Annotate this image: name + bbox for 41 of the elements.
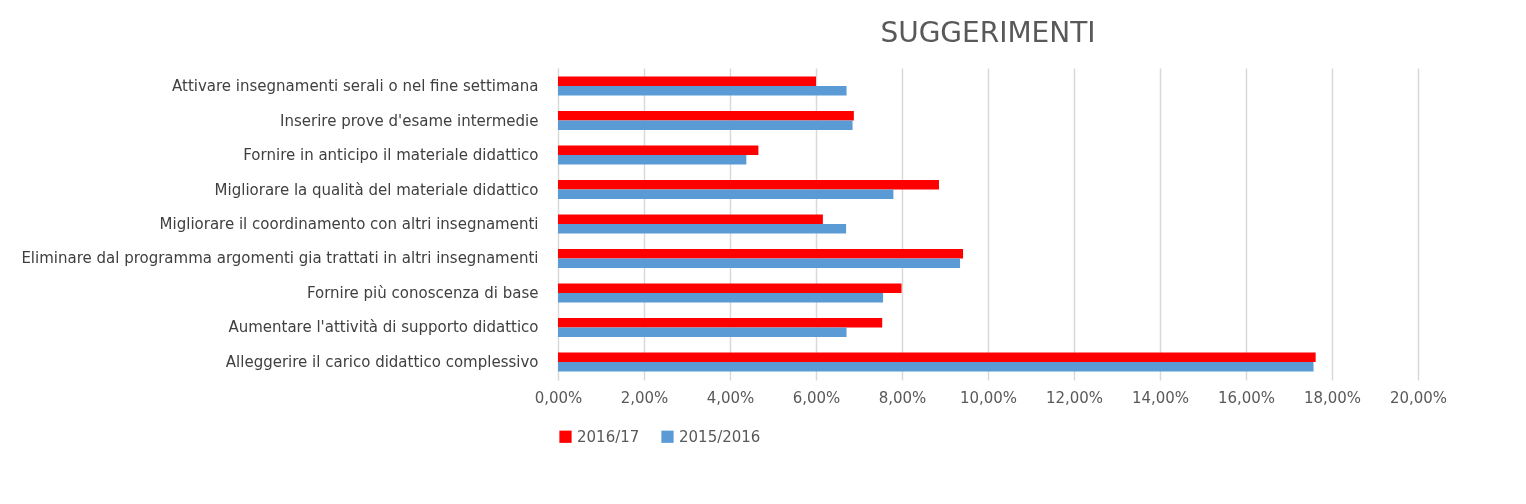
x-tick-label: 16,00% [1217,388,1276,407]
bar [558,292,884,303]
legend-label: 2016/17 [577,427,640,446]
y-tick-label: Fornire più conoscenza di base [306,283,539,302]
bar [558,361,1314,372]
y-tick-label: Aumentare l'attività di supporto didattico [228,318,539,337]
y-tick-label: Attivare insegnamenti serali o nel fine settimana [172,77,539,96]
x-tick-label: 4,00% [706,388,755,407]
x-tick-label: 2,00% [620,388,669,407]
bar [558,76,816,87]
x-tick-label: 0,00% [534,388,583,407]
bar [558,283,902,293]
chart-title: SUGGERIMENTI [880,16,1096,49]
bar [558,327,847,337]
bar [558,258,961,268]
bar [558,189,894,200]
bar [558,145,759,156]
x-tick-label: 18,00% [1303,388,1362,407]
bar [558,352,1316,362]
bar [558,224,847,234]
bar [558,317,883,328]
y-tick-label: Inserire prove d'esame intermedie [280,111,539,130]
bar [558,180,939,190]
y-tick-label: Eliminare dal programma argomenti gia trattati in altri insegnamenti [21,249,539,268]
y-tick-label: Migliorare il coordinamento con altri insegnamenti [159,215,539,233]
legend-label: 2015/2016 [679,427,761,446]
bar [558,120,853,131]
x-tick-label: 10,00% [959,388,1018,407]
bar [558,86,847,96]
x-tick-label: 12,00% [1045,388,1104,407]
bar [558,111,854,121]
x-tick-label: 6,00% [792,388,841,407]
y-tick-label: Fornire in anticipo il materiale didattico [243,146,539,165]
y-tick-label: Migliorare la qualità del materiale didattico [214,180,539,199]
bar [558,214,823,224]
bar [558,248,964,259]
bar [558,155,747,165]
x-tick-label: 8,00% [878,388,927,407]
y-tick-label: Alleggerire il carico didattico complessivo [225,352,539,371]
x-tick-label: 20,00% [1389,388,1448,407]
x-tick-label: 14,00% [1131,388,1190,407]
